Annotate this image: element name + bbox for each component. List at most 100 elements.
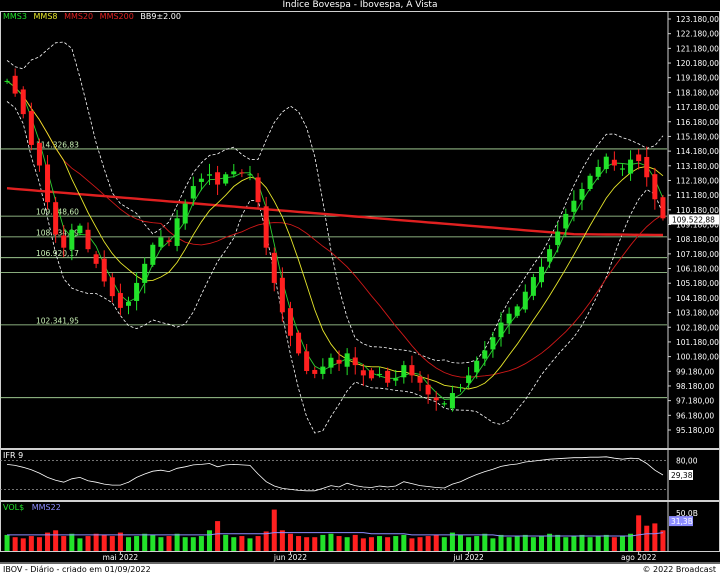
- candle-body: [417, 376, 423, 383]
- candle-body: [287, 308, 293, 336]
- candle-body: [296, 332, 302, 354]
- volume-bar: [231, 537, 237, 551]
- volume-bar: [312, 537, 318, 551]
- candle-body: [352, 357, 358, 366]
- fib-level-label: 106.920,17: [36, 249, 79, 258]
- x-tick-label: jul 2022: [452, 553, 484, 562]
- y-tick-label: 101.180,00: [676, 338, 719, 347]
- volume-bar: [239, 536, 245, 551]
- mms20-line: [6, 80, 664, 378]
- y-tick-label: 119.180,00: [676, 74, 719, 83]
- volume-bar: [109, 536, 115, 551]
- volume-bar: [660, 530, 666, 551]
- vol-label: VOL$: [3, 503, 25, 512]
- volume-bar: [328, 533, 334, 551]
- y-tick-label: 123.180,00: [676, 15, 719, 24]
- y-tick-label: 111.180,00: [676, 191, 719, 200]
- candle-body: [328, 357, 334, 368]
- candle-body: [522, 291, 528, 310]
- candle-body: [466, 375, 472, 384]
- ifr-80-label: 80,00: [676, 457, 698, 466]
- volume-bar: [433, 534, 439, 551]
- candle-body: [190, 186, 196, 199]
- volume-bar: [352, 534, 358, 551]
- volume-bar: [644, 525, 650, 551]
- volume-bar: [134, 536, 140, 551]
- volume-bar: [45, 532, 51, 551]
- candle-body: [538, 266, 544, 283]
- candle-body: [636, 154, 642, 162]
- legend-mms20: MMS20: [64, 12, 94, 21]
- vol-50-label: 50,0B: [676, 509, 698, 518]
- x-tick-label: mai 2022: [103, 553, 139, 562]
- volume-bar: [53, 530, 59, 551]
- candle-body: [595, 166, 601, 177]
- candle-body: [474, 360, 480, 373]
- candle-body: [206, 174, 212, 176]
- last-price-tag: 109.522,88: [672, 215, 715, 224]
- volume-bar: [336, 536, 342, 551]
- candle-body: [530, 277, 536, 296]
- volume-bar: [93, 533, 99, 551]
- y-tick-label: 109.180,00: [676, 221, 719, 230]
- y-tick-label: 112.180,00: [676, 176, 719, 185]
- candle-body: [320, 366, 326, 374]
- volume-bar: [126, 537, 132, 551]
- candle-body: [223, 174, 229, 184]
- ifr-line: [6, 456, 664, 492]
- volume-bar: [198, 536, 204, 551]
- candle-body: [36, 142, 42, 166]
- volume-bar: [85, 536, 91, 551]
- candle-body: [360, 370, 366, 376]
- candle-body: [12, 75, 18, 94]
- y-tick-label: 96.180,00: [676, 411, 714, 420]
- volume-bar: [595, 536, 601, 551]
- volume-bar: [174, 533, 180, 551]
- volume-bar: [368, 537, 374, 551]
- y-tick-label: 108.180,00: [676, 235, 719, 244]
- volume-bar: [652, 523, 658, 551]
- volume-bar: [166, 536, 172, 551]
- candle-body: [385, 370, 391, 383]
- vol-ma22-line: [7, 532, 664, 537]
- candle-body: [579, 188, 585, 200]
- candle-body: [563, 213, 569, 229]
- candle-body: [571, 200, 577, 212]
- volume-bar: [190, 537, 196, 551]
- volume-bar: [409, 538, 415, 551]
- y-tick-label: 102.180,00: [676, 323, 719, 332]
- x-tick-label: ago 2022: [621, 553, 657, 562]
- volume-bar: [61, 536, 67, 551]
- volume-bar: [377, 536, 383, 551]
- volume-bar: [4, 534, 10, 551]
- candle-body: [126, 302, 132, 306]
- candle-body: [368, 370, 374, 379]
- candle-body: [247, 174, 253, 176]
- volume-bar: [360, 538, 366, 551]
- candle-body: [231, 171, 237, 175]
- volume-bar: [69, 533, 75, 551]
- volume-bar: [215, 521, 221, 551]
- ifr-value-tag: 29,38: [671, 471, 693, 480]
- volume-bar: [425, 536, 431, 551]
- volume-bar: [619, 536, 625, 551]
- y-tick-label: 116.180,00: [676, 118, 719, 127]
- candle-body: [174, 218, 180, 246]
- volume-bar: [547, 533, 553, 551]
- volume-bar: [449, 532, 455, 551]
- candle-body: [182, 203, 188, 224]
- window-title: Indice Bovespa - Ibovespa, A Vista: [282, 0, 438, 10]
- legend-mms8: MMS8: [33, 12, 58, 21]
- candle-body: [344, 353, 350, 367]
- candle-body: [498, 322, 504, 338]
- candle-body: [441, 403, 447, 405]
- candle-body: [506, 313, 512, 324]
- volume-bar: [538, 536, 544, 551]
- volume-bar: [182, 537, 188, 551]
- vol-value-bg: [669, 516, 693, 527]
- y-tick-label: 113.180,00: [676, 162, 719, 171]
- panel-frame-2: [0, 501, 720, 552]
- candle-body: [312, 369, 318, 374]
- volume-bar: [158, 537, 164, 551]
